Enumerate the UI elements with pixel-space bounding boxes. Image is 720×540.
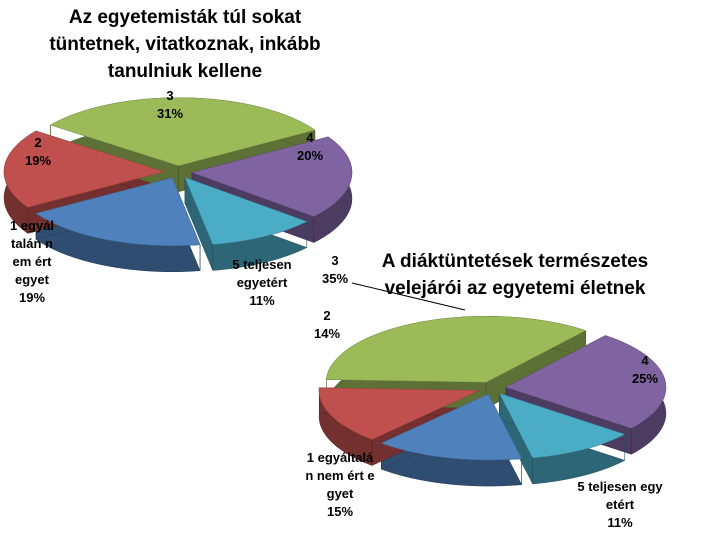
value-label: 25% — [631, 371, 659, 386]
data-label: 3 31% — [140, 87, 200, 123]
data-label: 1 egyáltalán nem ért egyet 19% — [8, 217, 56, 307]
slice — [380, 393, 523, 461]
value-label: 14% — [313, 326, 341, 341]
leader-line — [351, 282, 466, 311]
slice — [191, 136, 353, 217]
value-label: 11% — [607, 515, 633, 530]
chart-title: A diáktüntetések természetes velejárói a… — [381, 251, 649, 299]
slice — [326, 316, 587, 383]
value-label: 20% — [296, 148, 324, 163]
data-label: 2 19% — [8, 134, 68, 170]
slice — [505, 335, 667, 429]
value-label: 19% — [18, 290, 46, 305]
data-label: 4 20% — [280, 129, 340, 165]
category-label: 2 — [323, 308, 331, 323]
data-label: 5 teljesen egyetért 11% — [575, 478, 665, 532]
category-label: 2 — [34, 135, 42, 150]
value-label: 11% — [249, 293, 275, 308]
category-label: 3 — [331, 253, 339, 268]
value-label: 15% — [326, 504, 354, 519]
slice — [498, 392, 626, 459]
category-label: 3 — [166, 88, 174, 103]
data-label: 3 35% — [305, 252, 365, 288]
data-label: 4 25% — [615, 352, 675, 388]
slice — [184, 177, 308, 245]
value-label: 35% — [321, 271, 349, 286]
data-label: 1 egyáltalán nem ért egyet 15% — [304, 449, 376, 521]
category-label: 1 egyáltalán nem ért egyet — [305, 450, 375, 501]
value-label: 31% — [156, 106, 184, 121]
slice — [318, 387, 480, 440]
slice — [3, 130, 165, 208]
category-label: 4 — [641, 353, 649, 368]
category-label: 1 egyáltalán nem ért egyet — [9, 218, 55, 287]
value-label: 19% — [24, 153, 52, 168]
category-label: 4 — [306, 130, 314, 145]
slice — [49, 97, 316, 166]
data-label: 5 teljesen egyetért 11% — [227, 256, 297, 310]
category-label: 5 teljesen egyetért — [232, 257, 292, 290]
slice — [35, 177, 201, 246]
data-label: 2 14% — [297, 307, 357, 343]
chart-title: Az egyetemisták túl sokat tüntetnek, vit… — [49, 7, 321, 82]
category-label: 5 teljesen egyetért — [577, 479, 663, 512]
